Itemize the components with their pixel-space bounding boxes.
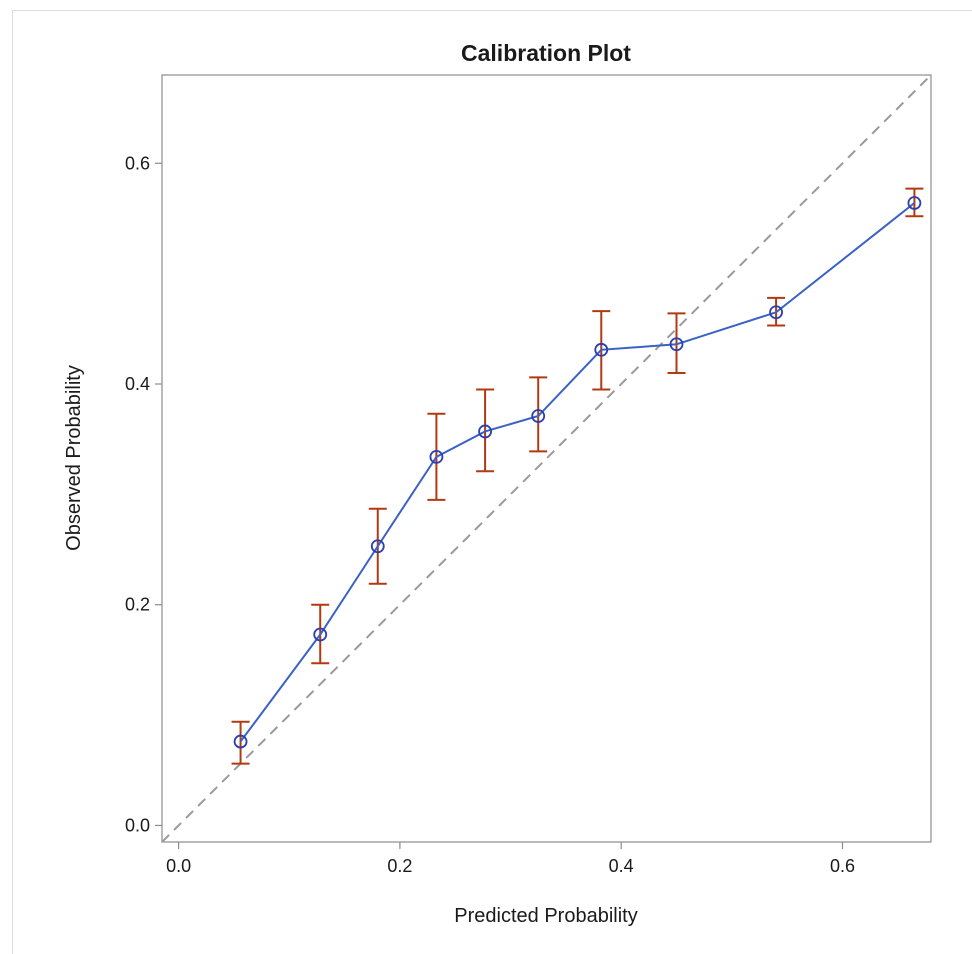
data-point <box>594 342 609 357</box>
error-bar <box>667 312 686 374</box>
x-axis-label: Predicted Probability <box>454 905 637 927</box>
y-tick-label: 0.4 <box>125 374 150 394</box>
data-point <box>531 409 546 423</box>
error-bar <box>905 187 924 218</box>
data-point <box>478 424 492 439</box>
y-tick-label: 0.2 <box>125 595 150 615</box>
data-point <box>907 196 922 210</box>
data-point <box>370 539 385 554</box>
error-bar <box>476 388 495 473</box>
plot-area-border <box>161 74 932 843</box>
x-tick-label: 0.4 <box>609 856 634 876</box>
error-bar <box>529 376 548 453</box>
data-point <box>769 305 783 320</box>
x-tick-label: 0.6 <box>830 856 855 876</box>
y-tick-label: 0.0 <box>125 815 150 835</box>
x-tick-label: 0.2 <box>387 856 412 876</box>
x-tick-label: 0.0 <box>166 856 191 876</box>
data-point <box>669 337 684 352</box>
data-point <box>233 734 248 749</box>
reference-line <box>161 74 932 843</box>
series-line <box>239 202 916 743</box>
y-tick-label: 0.6 <box>125 153 150 173</box>
chart-title: Calibration Plot <box>461 40 631 66</box>
data-point <box>429 449 444 464</box>
data-point <box>313 627 328 642</box>
y-axis-label: Observed Probability <box>63 365 85 551</box>
chart-frame <box>12 10 972 954</box>
error-bar <box>231 720 250 765</box>
